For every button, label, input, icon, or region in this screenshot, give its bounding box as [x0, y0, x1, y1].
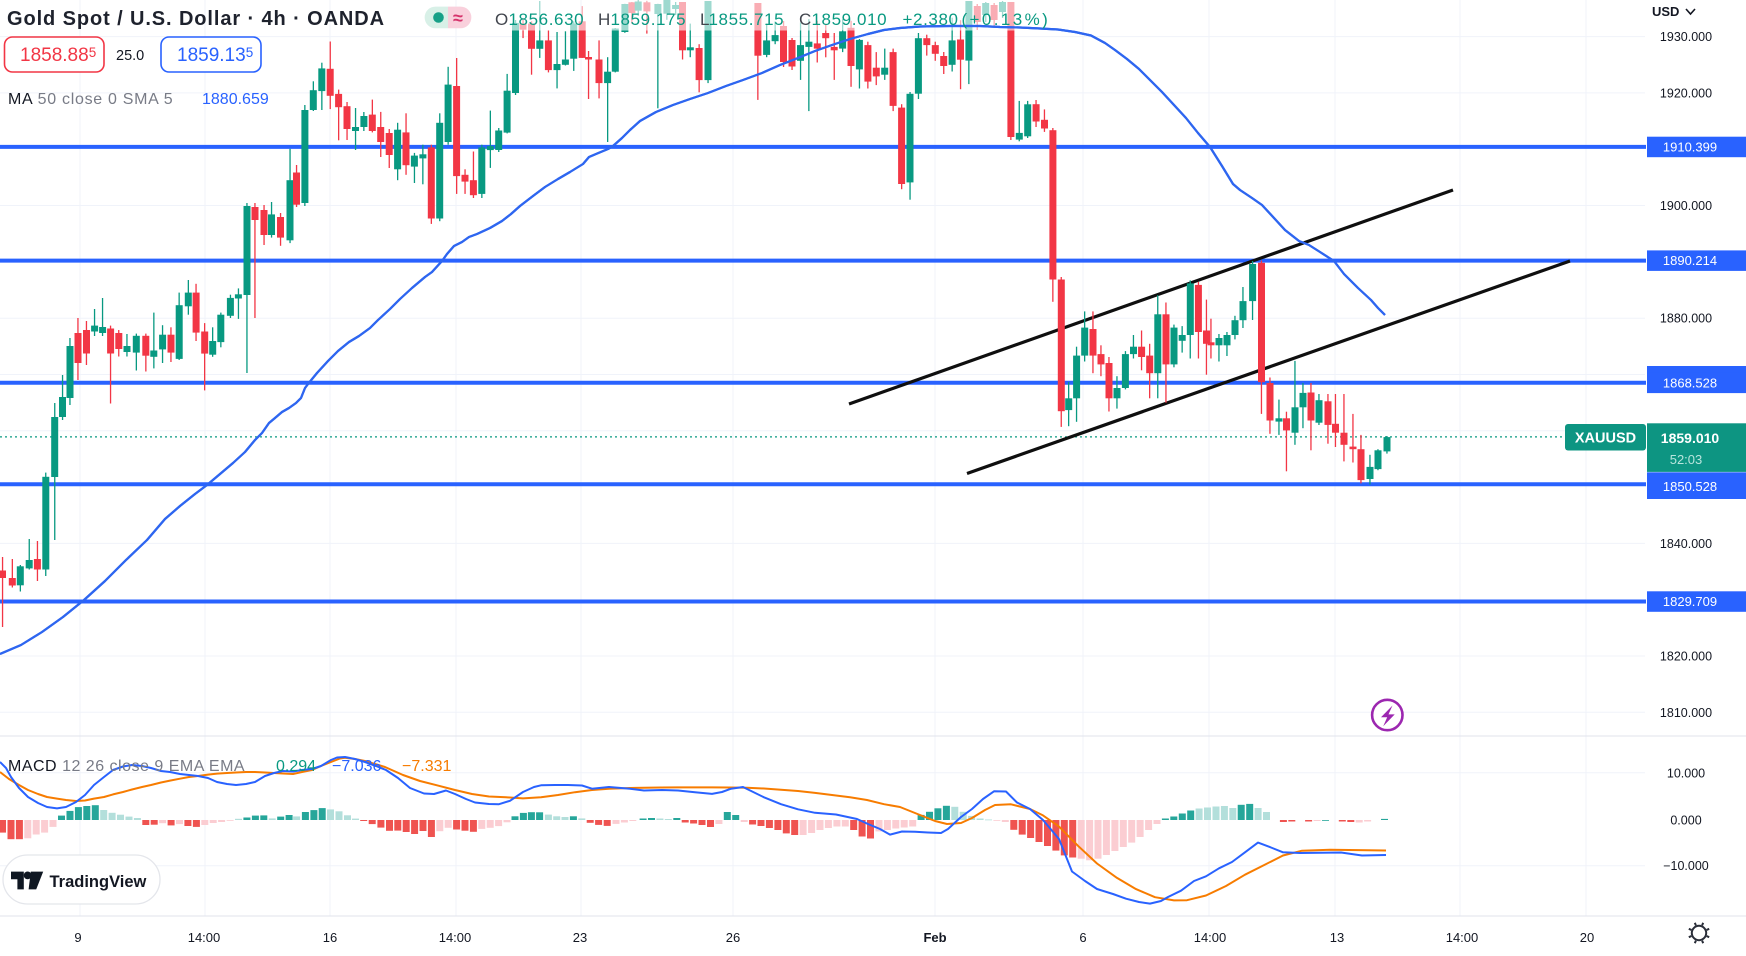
svg-text:TradingView: TradingView	[50, 873, 147, 891]
svg-text:MACD 12 26 close 9 EMA EMA: MACD 12 26 close 9 EMA EMA	[8, 758, 245, 775]
svg-text:20: 20	[1580, 930, 1594, 945]
svg-text:MA 50 close 0 SMA 5: MA 50 close 0 SMA 5	[8, 91, 173, 108]
svg-text:16: 16	[323, 930, 337, 945]
svg-text:1859.010: 1859.010	[1661, 430, 1720, 446]
svg-text:14:00: 14:00	[188, 930, 221, 945]
svg-text:1858.885: 1858.885	[20, 45, 96, 66]
svg-text:1930.000: 1930.000	[1660, 30, 1712, 44]
svg-text:Feb: Feb	[923, 930, 946, 945]
svg-text:10.000: 10.000	[1667, 766, 1705, 780]
svg-text:14:00: 14:00	[439, 930, 472, 945]
svg-text:1850.528: 1850.528	[1663, 479, 1717, 494]
svg-text:1859.135: 1859.135	[177, 45, 253, 66]
svg-text:USD: USD	[1652, 4, 1679, 19]
svg-text:14:00: 14:00	[1194, 930, 1227, 945]
svg-text:1910.399: 1910.399	[1663, 140, 1717, 155]
svg-text:1880.000: 1880.000	[1660, 312, 1712, 326]
svg-text:1829.709: 1829.709	[1663, 594, 1717, 609]
svg-text:1820.000: 1820.000	[1660, 650, 1712, 664]
svg-text:9: 9	[74, 930, 81, 945]
svg-text:26: 26	[726, 930, 740, 945]
svg-text:1810.000: 1810.000	[1660, 706, 1712, 720]
svg-text:13: 13	[1330, 930, 1344, 945]
svg-text:−10.000: −10.000	[1663, 859, 1709, 873]
svg-text:−7.036: −7.036	[332, 758, 381, 775]
svg-text:23: 23	[573, 930, 587, 945]
svg-text:25.0: 25.0	[116, 48, 144, 64]
svg-text:1840.000: 1840.000	[1660, 537, 1712, 551]
svg-text:1880.659: 1880.659	[202, 91, 269, 108]
svg-text:6: 6	[1079, 930, 1086, 945]
svg-text:0.294: 0.294	[276, 758, 316, 775]
svg-text:1900.000: 1900.000	[1660, 199, 1712, 213]
svg-text:1890.214: 1890.214	[1663, 253, 1717, 268]
svg-text:0.000: 0.000	[1670, 814, 1701, 828]
svg-text:Gold Spot / U.S. Dollar · 4h ·: Gold Spot / U.S. Dollar · 4h · OANDA	[7, 8, 385, 30]
svg-text:1920.000: 1920.000	[1660, 86, 1712, 100]
svg-text:−7.331: −7.331	[402, 758, 451, 775]
svg-text:52:03: 52:03	[1670, 452, 1703, 467]
svg-text:1868.528: 1868.528	[1663, 375, 1717, 390]
svg-text:14:00: 14:00	[1446, 930, 1479, 945]
svg-text:XAUUSD: XAUUSD	[1575, 431, 1636, 447]
svg-text:≈: ≈	[453, 8, 463, 28]
